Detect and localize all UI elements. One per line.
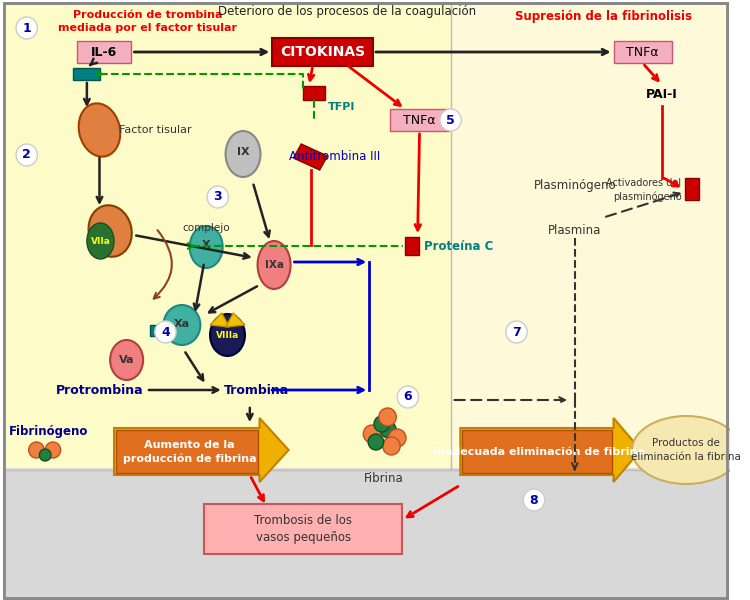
Text: Antitrombina III: Antitrombina III: [289, 151, 380, 163]
Text: Trombina: Trombina: [224, 383, 289, 397]
FancyBboxPatch shape: [204, 504, 402, 554]
Text: Fibrinógeno: Fibrinógeno: [9, 425, 88, 439]
Text: Proteína C: Proteína C: [424, 239, 494, 253]
Text: IXa: IXa: [265, 260, 284, 270]
Text: 3: 3: [214, 191, 222, 203]
FancyBboxPatch shape: [77, 41, 131, 63]
Text: 4: 4: [161, 325, 170, 338]
FancyBboxPatch shape: [391, 109, 448, 131]
Text: 7: 7: [512, 325, 521, 338]
Text: TNFα: TNFα: [626, 46, 659, 58]
Circle shape: [398, 386, 418, 408]
Text: Aumento de la
producción de fibrina: Aumento de la producción de fibrina: [123, 440, 256, 464]
FancyBboxPatch shape: [303, 86, 325, 100]
Ellipse shape: [210, 314, 245, 356]
Circle shape: [381, 422, 396, 438]
Text: 5: 5: [446, 113, 455, 127]
Polygon shape: [226, 313, 245, 327]
Circle shape: [363, 425, 381, 443]
Text: VIIa: VIIa: [91, 236, 110, 245]
Text: Productos de
eliminación la fibrina: Productos de eliminación la fibrina: [632, 439, 741, 461]
Text: PAI-I: PAI-I: [646, 88, 678, 101]
FancyBboxPatch shape: [686, 178, 699, 200]
Ellipse shape: [164, 305, 200, 345]
Text: Supresión de la fibrinolisis: Supresión de la fibrinolisis: [515, 10, 692, 23]
Ellipse shape: [226, 131, 260, 177]
Text: VIIIa: VIIIa: [216, 331, 239, 340]
Text: IL-6: IL-6: [92, 46, 118, 58]
Text: Inadecuada eliminación de fibrina: Inadecuada eliminación de fibrina: [433, 447, 645, 457]
Text: Fibrina: Fibrina: [364, 472, 404, 485]
FancyBboxPatch shape: [164, 325, 174, 336]
FancyBboxPatch shape: [4, 3, 727, 598]
Circle shape: [39, 449, 51, 461]
Text: Activadores del
plasminógeno: Activadores del plasminógeno: [606, 178, 682, 202]
Ellipse shape: [632, 416, 740, 484]
FancyBboxPatch shape: [451, 5, 727, 470]
Text: 6: 6: [404, 391, 412, 403]
FancyBboxPatch shape: [116, 430, 257, 473]
Text: Plasminógeno: Plasminógeno: [533, 179, 616, 191]
Ellipse shape: [257, 241, 290, 289]
Text: 8: 8: [530, 493, 538, 506]
Text: CITOKINAS: CITOKINAS: [280, 45, 365, 59]
Text: Trombosis de los
vasos pequeños: Trombosis de los vasos pequeños: [254, 514, 352, 544]
Circle shape: [28, 442, 44, 458]
Text: Factor tisular: Factor tisular: [119, 125, 191, 135]
FancyBboxPatch shape: [405, 237, 418, 255]
Text: Protrombina: Protrombina: [56, 383, 143, 397]
Text: 1: 1: [22, 22, 31, 34]
Circle shape: [368, 434, 384, 450]
Text: complejo: complejo: [182, 223, 230, 233]
Ellipse shape: [110, 340, 143, 380]
Circle shape: [16, 17, 38, 39]
FancyBboxPatch shape: [4, 468, 727, 598]
FancyBboxPatch shape: [74, 68, 100, 80]
Text: Va: Va: [119, 355, 134, 365]
Ellipse shape: [79, 103, 120, 157]
FancyBboxPatch shape: [150, 325, 160, 336]
Polygon shape: [293, 144, 328, 170]
Circle shape: [374, 416, 389, 432]
Polygon shape: [114, 418, 289, 482]
Circle shape: [379, 408, 396, 426]
Circle shape: [506, 321, 527, 343]
Text: Xa: Xa: [174, 319, 190, 329]
Circle shape: [388, 429, 406, 447]
Ellipse shape: [190, 226, 223, 268]
Circle shape: [16, 144, 38, 166]
FancyBboxPatch shape: [272, 38, 373, 66]
Text: TFPI: TFPI: [328, 102, 355, 112]
Text: Deterioro de los procesos de la coagulación: Deterioro de los procesos de la coagulac…: [217, 5, 476, 18]
Text: Producción de trombina
mediada por el factor tisular: Producción de trombina mediada por el fa…: [58, 10, 238, 33]
Ellipse shape: [87, 223, 114, 259]
Text: X: X: [202, 240, 211, 250]
Polygon shape: [210, 313, 230, 327]
Circle shape: [154, 321, 176, 343]
FancyBboxPatch shape: [614, 41, 672, 63]
Circle shape: [207, 186, 229, 208]
Text: 2: 2: [22, 148, 31, 161]
FancyBboxPatch shape: [4, 5, 452, 470]
Ellipse shape: [88, 205, 132, 257]
Circle shape: [45, 442, 61, 458]
Text: IX: IX: [237, 147, 249, 157]
Polygon shape: [460, 418, 640, 482]
Circle shape: [440, 109, 461, 131]
Circle shape: [382, 437, 400, 455]
Text: Plasmina: Plasmina: [548, 223, 602, 236]
Circle shape: [524, 489, 544, 511]
FancyBboxPatch shape: [462, 430, 611, 473]
Text: TNFα: TNFα: [404, 113, 436, 127]
